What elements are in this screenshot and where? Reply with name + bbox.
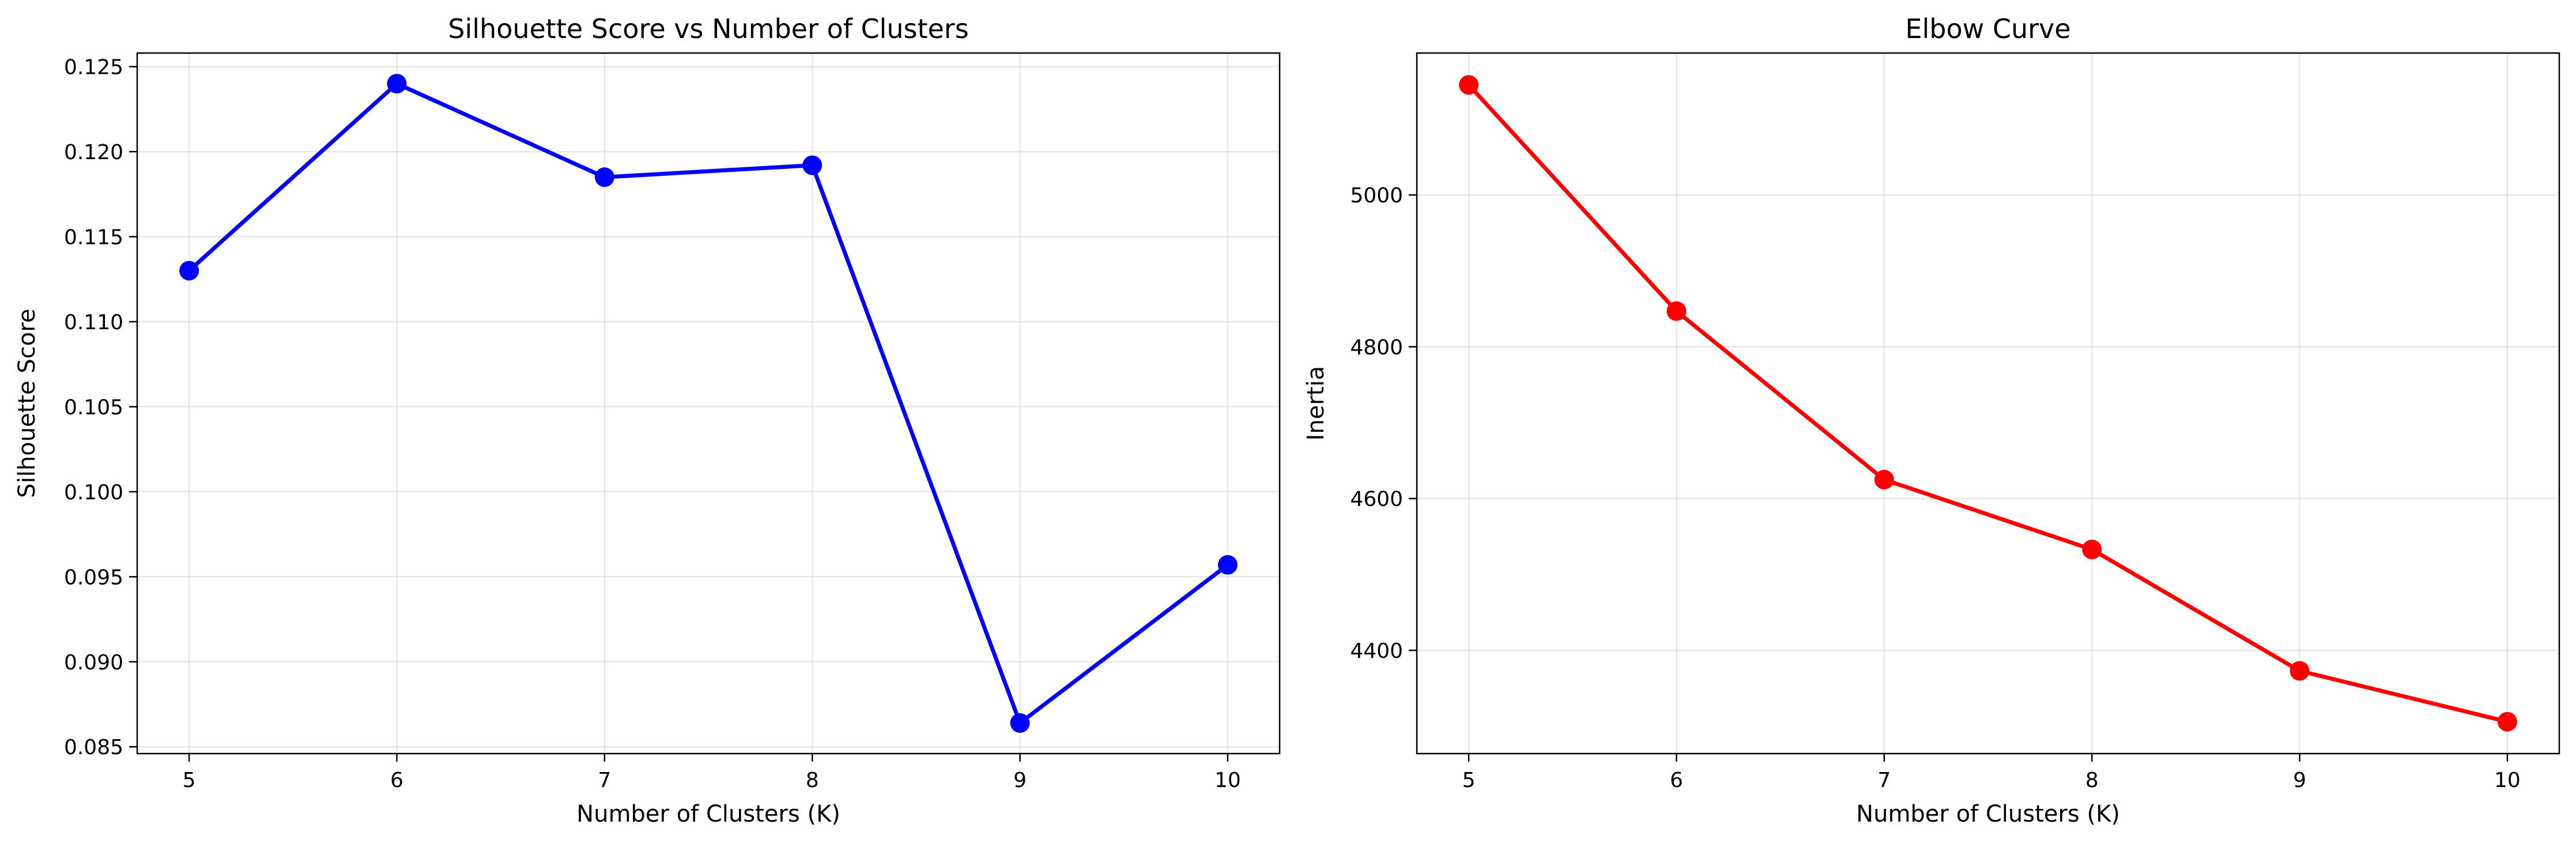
silhouette-x-axis-label: Number of Clusters (K) (576, 801, 840, 827)
elbow-x-tick-label: 8 (2085, 769, 2099, 792)
silhouette-x-tick-label: 7 (598, 769, 611, 792)
silhouette-axes-frame (136, 52, 1281, 755)
silhouette-x-tick-label: 9 (1013, 769, 1027, 792)
silhouette-x-tick-label: 8 (806, 769, 819, 792)
silhouette-data-point (1217, 555, 1238, 575)
silhouette-y-tick-label: 0.125 (64, 56, 123, 80)
elbow-series-line (1466, 82, 2510, 724)
elbow-data-point (1459, 75, 1479, 95)
elbow-data-point (1874, 469, 1894, 490)
silhouette-y-tick-label: 0.100 (64, 481, 123, 505)
elbow-data-point (1666, 301, 1687, 321)
silhouette-data-point (179, 261, 199, 281)
elbow-y-tick-label: 4800 (1350, 336, 1403, 359)
silhouette-data-point (594, 167, 614, 187)
silhouette-chart-title: Silhouette Score vs Number of Clusters (448, 13, 968, 44)
silhouette-series-line (187, 81, 1230, 725)
elbow-x-tick-label: 9 (2293, 769, 2306, 792)
elbow-y-axis-label: Inertia (1303, 366, 1329, 441)
silhouette-y-tick-label: 0.110 (64, 311, 123, 334)
elbow-data-point (2290, 661, 2310, 681)
elbow-x-tick-label: 6 (1670, 769, 1683, 792)
elbow-axes-frame (1416, 52, 2560, 755)
elbow-x-tick-label: 7 (1877, 769, 1891, 792)
silhouette-chart: 5 6 7 8 9 10 0.085 0.090 0.095 0.100 0.105 0.110 0.1… (14, 13, 1281, 827)
silhouette-x-tick-label: 5 (183, 769, 196, 792)
silhouette-y-tick-label: 0.120 (64, 141, 123, 164)
elbow-y-tick-label: 4600 (1350, 488, 1403, 511)
elbow-x-tick-label: 5 (1462, 769, 1476, 792)
elbow-y-tick-label: 4400 (1350, 639, 1403, 663)
silhouette-y-tick-label: 0.090 (64, 651, 123, 675)
silhouette-y-tick-label: 0.105 (64, 396, 123, 419)
silhouette-y-tick-label: 0.085 (64, 736, 123, 759)
elbow-y-tick-label: 5000 (1350, 184, 1403, 208)
silhouette-y-tick-label: 0.095 (64, 566, 123, 589)
silhouette-y-axis-label: Silhouette Score (14, 308, 40, 498)
elbow-chart-title: Elbow Curve (1905, 13, 2070, 44)
silhouette-data-point (802, 155, 823, 175)
silhouette-data-point (387, 74, 407, 94)
elbow-x-axis-label: Number of Clusters (K) (1856, 801, 2120, 827)
silhouette-x-tick-label: 10 (1215, 769, 1241, 792)
silhouette-data-point (1010, 713, 1030, 733)
silhouette-y-tick-label: 0.115 (64, 225, 123, 249)
elbow-data-point (2082, 539, 2102, 559)
elbow-x-tick-label: 10 (2494, 769, 2521, 792)
elbow-data-point (2497, 712, 2517, 732)
elbow-chart: 5 6 7 8 9 10 4400 4600 4800 5000 Elbow Curve Numb… (1303, 13, 2560, 827)
silhouette-x-tick-label: 6 (390, 769, 403, 792)
